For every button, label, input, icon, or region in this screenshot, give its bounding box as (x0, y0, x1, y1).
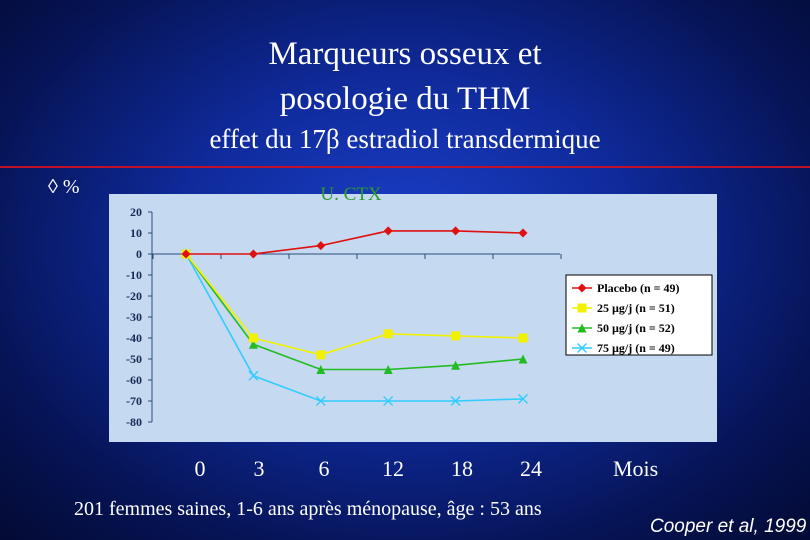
series-line (186, 230, 524, 255)
y-tick-label: -70 (126, 394, 142, 408)
data-point (518, 228, 528, 238)
legend-entry: Placebo (n = 49) (597, 281, 680, 295)
series-line (185, 253, 524, 356)
chart-title: U. CTX (320, 184, 382, 205)
x-axis-label: Mois (613, 456, 659, 481)
y-tick-label: -50 (126, 352, 142, 366)
y-tick-label: -10 (126, 268, 142, 282)
y-tick-label: -60 (126, 373, 142, 387)
data-point (248, 339, 258, 349)
x-tick-label: 24 (520, 456, 542, 481)
series-line (185, 253, 524, 371)
data-point (518, 393, 528, 404)
data-point (248, 249, 258, 259)
data-point (451, 226, 461, 236)
y-tick-label: -40 (126, 331, 142, 345)
data-point (315, 396, 326, 406)
data-point (248, 370, 259, 381)
y-tick-label: -30 (126, 310, 142, 324)
slide-title-line1: Marqueurs osseux et (268, 36, 542, 72)
x-tick-label: 3 (253, 456, 265, 481)
data-point (451, 331, 461, 341)
data-point (316, 241, 326, 251)
x-tick-label: 12 (382, 456, 404, 481)
data-point (383, 365, 393, 374)
x-tick-label: 18 (451, 456, 473, 481)
data-point (450, 396, 461, 406)
data-point (181, 249, 191, 259)
data-point (383, 396, 394, 406)
y-tick-label: 20 (130, 205, 142, 219)
y-tick-label: -80 (126, 415, 142, 429)
data-point (577, 283, 587, 293)
y-tick-label: 10 (130, 226, 142, 240)
title-divider (0, 166, 810, 168)
data-point (518, 333, 528, 343)
data-point (316, 350, 326, 360)
data-point (248, 333, 258, 343)
x-tick-label: 0 (194, 456, 206, 481)
citation: Cooper et al, 1999 (650, 516, 807, 537)
y-tick-label: 0 (136, 247, 142, 261)
data-point (577, 303, 587, 313)
delta-percent-label: ◊ % (48, 176, 80, 198)
slide-subtitle: effet du 17β estradiol transdermique (209, 124, 601, 154)
legend-entry: 25 µg/j (n = 51) (597, 301, 675, 315)
data-point (577, 343, 587, 353)
series-line (185, 253, 524, 402)
legend-entry: 50 µg/j (n = 52) (597, 321, 675, 335)
data-point (383, 226, 393, 236)
footer-note: 201 femmes saines, 1-6 ans après ménopau… (74, 498, 542, 520)
data-point (518, 354, 528, 364)
data-point (451, 360, 461, 370)
slide-title-line2: posologie du THM (279, 81, 531, 117)
data-point (316, 365, 326, 374)
x-tick-label: 6 (318, 456, 330, 481)
y-tick-label: -20 (126, 289, 142, 303)
data-point (577, 323, 587, 333)
legend-entry: 75 µg/j (n = 49) (597, 341, 675, 355)
data-point (383, 329, 393, 339)
